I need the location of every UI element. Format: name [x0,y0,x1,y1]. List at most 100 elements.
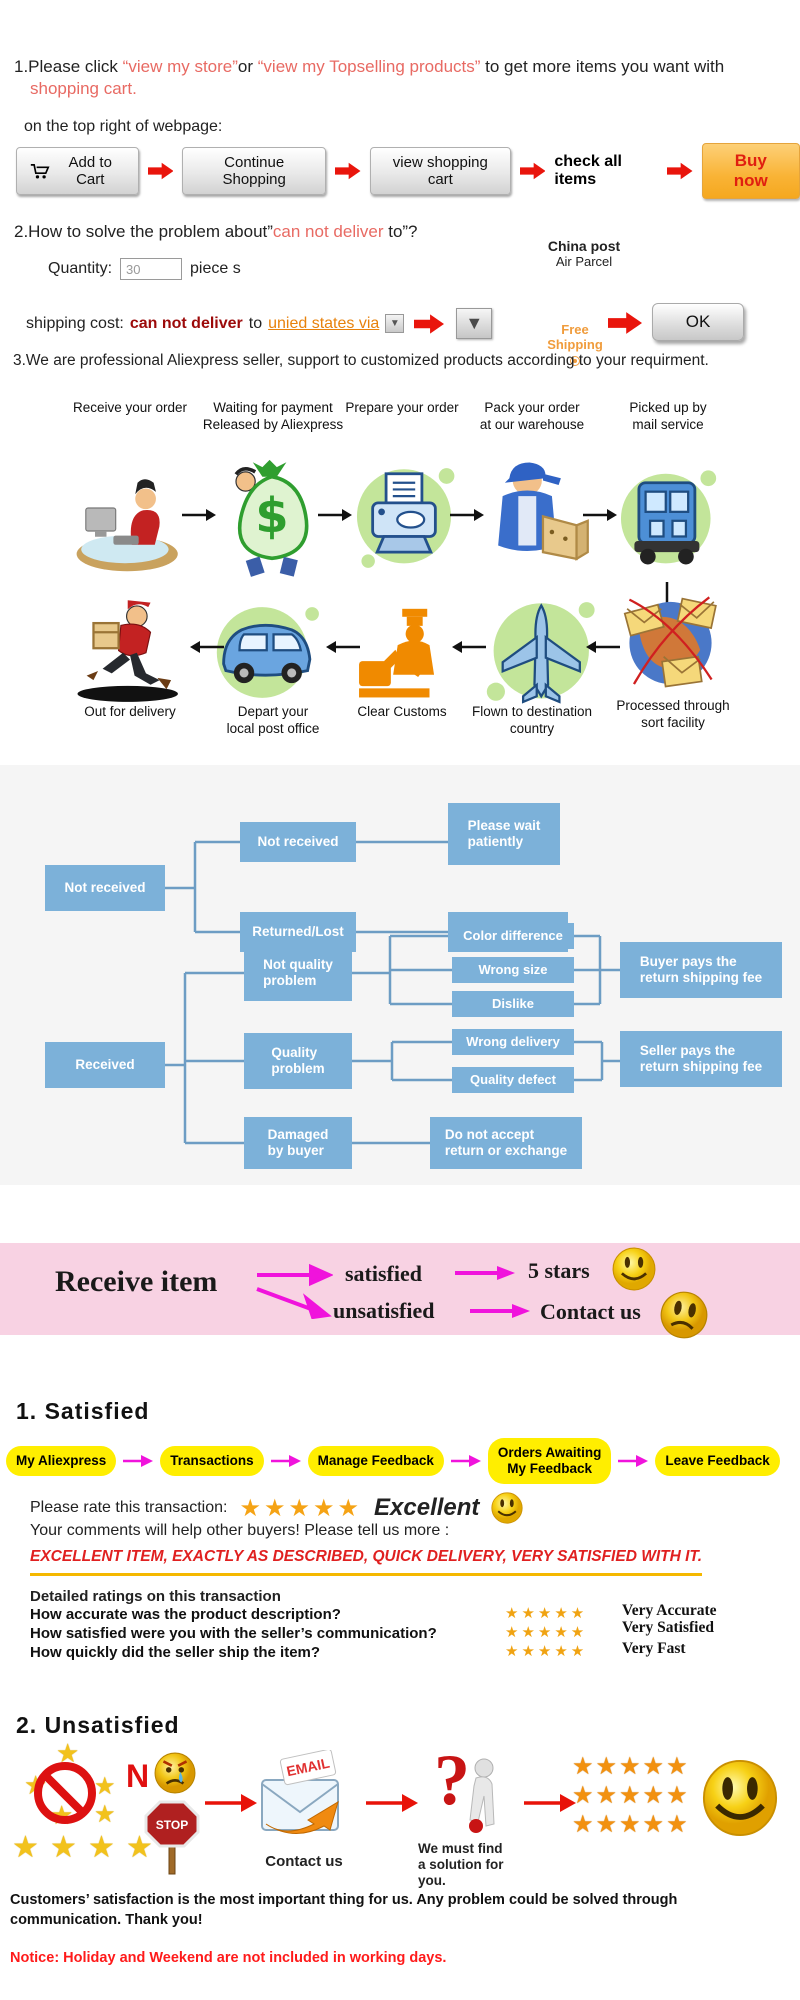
footer-satisfaction-note: Customers’ satisfaction is the most impo… [10,1892,678,1929]
cannot-deliver-red: can not deliver [272,222,384,241]
cart-icon [30,163,50,179]
radio-icon[interactable] [570,355,580,366]
shipping-dropdown-button[interactable]: ▼ [456,308,493,339]
buy-now-label: Buy now [733,151,768,190]
five-star-rating[interactable]: ★★★★★ [239,1494,363,1522]
flow-node-not-received-branch: Not received [240,822,356,862]
step-caption: Picked up by mail service [629,400,707,432]
magenta-split-arrows-icon [256,1263,333,1319]
flow-node-damaged-by-buyer: Damaged by buyer [244,1117,352,1169]
step-caption: Out for delivery [84,704,176,719]
five-star-rating[interactable]: ★★★★★ [505,1605,588,1622]
clear-customs-icon [359,608,435,698]
flowchart-connectors [165,840,620,1145]
topselling-link[interactable]: “view my Topselling products” [257,57,481,76]
shipping-cost-label: shipping cost: [26,314,124,332]
buy-now-button[interactable]: Buy now [701,143,800,199]
instruction-1: 1.Please click “view my store”or “view m… [14,56,784,100]
add-to-cart-label: Add to Cart [68,154,112,188]
flow-arrow-right-icon [583,509,617,521]
red-arrow-icon [335,162,361,180]
rating-question: How accurate was the product description… [30,1606,341,1623]
instruction-3: 3.We are professional Aliexpress seller,… [13,352,709,369]
pill-leave-feedback[interactable]: Leave Feedback [655,1446,780,1477]
svg-text:$: $ [255,488,288,544]
detail-ratings-title: Detailed ratings on this transaction [30,1588,281,1605]
out-for-delivery-icon [77,600,178,702]
five-star-result-grid: ★★★★★ ★★★★★ ★★★★★ [572,1752,690,1839]
flow-node-not-received: Not received [45,865,165,911]
flow-arrow-left-icon [586,641,620,653]
payment-money-bag-icon: $ [234,459,309,577]
red-arrow-icon [414,313,445,334]
star-icon: ★ [94,1773,116,1800]
quantity-label: Quantity: [48,260,113,277]
pill-manage-feedback[interactable]: Manage Feedback [307,1446,444,1477]
step-caption: Waiting for payment Released by Aliexpre… [202,400,344,432]
text-part: to [248,314,263,332]
ok-button[interactable]: OK [652,303,744,341]
find-solution-step: ? We must find a solution for you. [418,1740,528,1890]
purchase-flow-row: Add to Cart Continue Shopping view shopp… [16,143,800,199]
flow-node-not-quality-problem: Not quality problem [244,945,352,1001]
ok-label: OK [685,312,711,331]
step-caption: Depart your local post office [226,704,320,736]
rating-question: How satisfied were you with the seller’s… [30,1625,437,1642]
prohibition-icon [34,1762,96,1824]
step-caption: Receive your order [72,400,188,415]
receive-order-icon [76,479,178,572]
magenta-arrow-icon [470,1304,530,1318]
magenta-arrow-icon [123,1455,154,1468]
footer-notice: Notice: Holiday and Weekend are not incl… [10,1950,447,1966]
big-happy-smiley-icon [702,1760,778,1836]
flow-arrow-left-icon [326,641,360,653]
happy-smiley-icon [491,1492,524,1524]
continue-shopping-label: Continue Shopping [222,154,286,188]
pack-warehouse-icon [498,462,589,561]
country-link[interactable]: unied states via [268,314,380,332]
sort-facility-mail-icon [623,596,717,688]
flow-node-wrong-size: Wrong size [452,957,574,983]
view-cart-label: view shopping cart [392,154,488,188]
text-part: 1.Please click [14,57,123,76]
continue-shopping-button[interactable]: Continue Shopping [182,147,327,195]
step-caption: Prepare your order [345,400,459,415]
flow-node-dislike: Dislike [452,991,574,1017]
pill-transactions[interactable]: Transactions [160,1446,264,1477]
country-dropdown-button[interactable]: ▼ [385,314,405,333]
flow-arrow-left-icon [452,641,486,653]
star-row: ★★★★★ [572,1782,690,1809]
flow-node-wait: Please wait patiently [448,803,560,865]
delivery-flowchart: Not received Not received Please wait pa… [0,765,800,1185]
shopping-cart-text: shopping cart. [30,79,137,99]
flow-arrow-left-icon [190,641,224,653]
text-part: to get more items you want with [480,57,725,76]
magenta-arrow-icon [618,1455,649,1468]
pill-orders-awaiting[interactable]: Orders Awaiting My Feedback [487,1438,612,1485]
quantity-unit: piece s [190,260,241,277]
quantity-row: Quantity: piece s [48,258,241,280]
excellent-label: Excellent [374,1494,480,1521]
view-my-store-link[interactable]: “view my store” [122,57,238,76]
pill-my-aliexpress[interactable]: My Aliexpress [6,1446,117,1477]
view-shopping-cart-button[interactable]: view shopping cart [369,147,511,195]
star-row: ★★★★★ [572,1811,690,1838]
star-icon: ★ [94,1801,116,1828]
magenta-arrow-icon [455,1266,515,1280]
free-shipping-option[interactable]: Free Shipping [540,306,610,381]
email-icon: EMAIL [261,1748,339,1835]
unsatisfied-label: unsatisfied [333,1298,435,1323]
five-star-rating[interactable]: ★★★★★ [505,1624,588,1641]
post-office-van-icon [216,607,319,698]
add-to-cart-button[interactable]: Add to Cart [16,147,139,195]
stop-sign-icon: STOP [144,1800,200,1875]
shipping-row: shipping cost: can not deliver to unied s… [26,308,493,339]
airplane-icon [486,602,595,704]
quantity-input[interactable] [120,258,183,280]
five-star-rating[interactable]: ★★★★★ [505,1643,588,1660]
rating-answer: Very Satisfied [622,1619,714,1636]
red-arrow-icon [366,1794,418,1812]
contact-us-label: Contact us [540,1299,641,1324]
flow-arrow-right-icon [182,509,216,521]
